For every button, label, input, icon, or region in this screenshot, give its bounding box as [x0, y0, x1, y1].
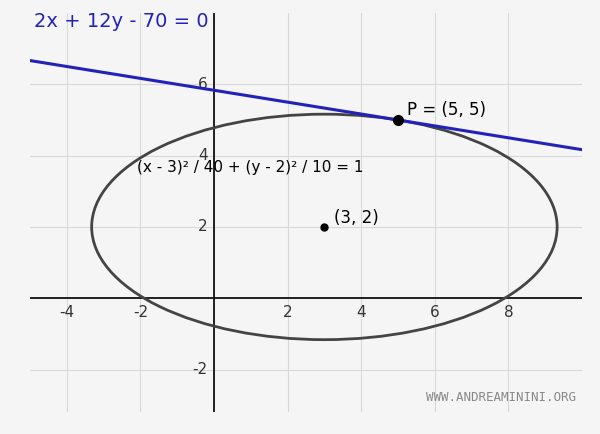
- Text: 6: 6: [430, 305, 440, 319]
- Text: (x - 3)² / 40 + (y - 2)² / 10 = 1: (x - 3)² / 40 + (y - 2)² / 10 = 1: [137, 160, 363, 174]
- Text: WWW.ANDREAMININI.ORG: WWW.ANDREAMININI.ORG: [427, 391, 577, 404]
- Text: 6: 6: [197, 77, 208, 92]
- Text: P = (5, 5): P = (5, 5): [407, 101, 486, 118]
- Text: 2x + 12y - 70 = 0: 2x + 12y - 70 = 0: [34, 12, 208, 31]
- Text: (3, 2): (3, 2): [334, 209, 379, 227]
- Text: 2: 2: [283, 305, 292, 319]
- Text: 4: 4: [198, 148, 208, 163]
- Text: 8: 8: [503, 305, 513, 319]
- Text: -2: -2: [133, 305, 148, 319]
- Text: 4: 4: [356, 305, 366, 319]
- Text: 2: 2: [198, 220, 208, 234]
- Text: -2: -2: [192, 362, 208, 377]
- Text: -4: -4: [59, 305, 74, 319]
